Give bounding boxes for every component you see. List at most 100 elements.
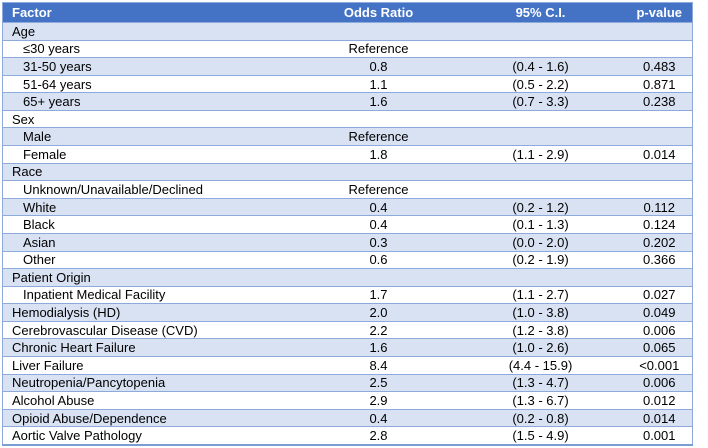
factor-cell: Patient Origin [2,268,303,287]
ci-cell: (4.4 - 15.9) [454,356,627,375]
ci-cell: (0.7 - 3.3) [454,92,627,111]
p-value-cell: 0.871 [626,75,693,94]
factor-cell: Male [2,127,303,147]
table-row: Hemodialysis (HD) 2.0 (1.0 - 3.8) 0.049 [2,303,693,322]
factor-cell: Aortic Valve Pathology [2,426,303,446]
ci-cell: (0.2 - 1.9) [454,251,627,270]
table-row: Patient Origin [2,268,693,287]
table-row: Male Reference [2,127,693,147]
table-row: Liver Failure 8.4 (4.4 - 15.9) <0.001 [2,356,693,375]
ci-cell: (0.0 - 2.0) [454,233,627,252]
table-header-row: Factor Odds Ratio 95% C.I. p-value [2,2,693,23]
factor-cell: Hemodialysis (HD) [2,303,303,322]
ci-cell [454,163,627,182]
ci-cell: (0.1 - 1.3) [454,215,627,234]
odds-ratio-cell: Reference [302,127,455,147]
p-value-cell: 0.012 [626,391,693,410]
table-row: Chronic Heart Failure 1.6 (1.0 - 2.6) 0.… [2,338,693,357]
table-row: Race [2,163,693,182]
odds-ratio-cell: 2.2 [302,321,455,340]
p-value-cell: 0.006 [626,374,693,393]
ci-cell [454,22,627,41]
odds-ratio-cell: 0.4 [302,215,455,234]
column-header-odds-ratio: Odds Ratio [302,2,455,23]
factor-cell: Neutropenia/Pancytopenia [2,374,303,393]
column-header-p-value: p-value [626,2,693,23]
p-value-cell: 0.006 [626,321,693,340]
table-row: Black 0.4 (0.1 - 1.3) 0.124 [2,215,693,234]
p-value-cell: 0.483 [626,57,693,76]
odds-ratio-cell: 2.9 [302,391,455,410]
factor-cell: Black [2,215,303,234]
table-row: Other 0.6 (0.2 - 1.9) 0.366 [2,251,693,270]
ci-cell: (1.2 - 3.8) [454,321,627,340]
table-row: Sex [2,110,693,129]
p-value-cell: 0.366 [626,251,693,270]
odds-ratio-cell: 1.6 [302,92,455,111]
table-row: Female 1.8 (1.1 - 2.9) 0.014 [2,145,693,164]
p-value-cell [626,110,693,129]
factor-cell: 65+ years [2,92,303,111]
odds-ratio-cell: 2.5 [302,374,455,393]
odds-ratio-cell [302,163,455,182]
factor-cell: Cerebrovascular Disease (CVD) [2,321,303,340]
odds-ratio-cell: 2.0 [302,303,455,322]
ci-cell: (0.2 - 1.2) [454,198,627,217]
ci-cell: (0.5 - 2.2) [454,75,627,94]
odds-ratio-cell: 2.8 [302,426,455,446]
odds-ratio-cell: Reference [302,180,455,199]
odds-ratio-cell: 1.7 [302,286,455,305]
p-value-cell [626,163,693,182]
p-value-cell [626,180,693,199]
factor-cell: Opioid Abuse/Dependence [2,409,303,428]
odds-ratio-table: Factor Odds Ratio 95% C.I. p-value Age ≤… [2,2,693,446]
table-row: Inpatient Medical Facility 1.7 (1.1 - 2.… [2,286,693,305]
ci-cell: (1.3 - 4.7) [454,374,627,393]
p-value-cell [626,40,693,59]
factor-cell: Sex [2,110,303,129]
p-value-cell [626,268,693,287]
factor-cell: Age [2,22,303,41]
column-header-factor: Factor [2,2,303,23]
ci-cell [454,40,627,59]
table-row: Asian 0.3 (0.0 - 2.0) 0.202 [2,233,693,252]
p-value-cell: 0.202 [626,233,693,252]
ci-cell [454,110,627,129]
factor-cell: Unknown/Unavailable/Declined [2,180,303,199]
odds-ratio-cell: 1.8 [302,145,455,164]
p-value-cell: 0.124 [626,215,693,234]
table-row: Aortic Valve Pathology 2.8 (1.5 - 4.9) 0… [2,426,693,446]
column-header-ci: 95% C.I. [454,2,627,23]
p-value-cell: 0.112 [626,198,693,217]
table-row: ≤30 years Reference [2,40,693,59]
ci-cell: (1.1 - 2.7) [454,286,627,305]
p-value-cell [626,127,693,147]
ci-cell [454,180,627,199]
table-row: Alcohol Abuse 2.9 (1.3 - 6.7) 0.012 [2,391,693,410]
odds-ratio-cell: Reference [302,40,455,59]
p-value-cell: 0.049 [626,303,693,322]
p-value-cell: <0.001 [626,356,693,375]
ci-cell: (0.4 - 1.6) [454,57,627,76]
factor-cell: 51-64 years [2,75,303,94]
factor-cell: Liver Failure [2,356,303,375]
factor-cell: Inpatient Medical Facility [2,286,303,305]
ci-cell [454,127,627,147]
odds-ratio-cell [302,268,455,287]
table-row: 65+ years 1.6 (0.7 - 3.3) 0.238 [2,92,693,111]
table-row: Neutropenia/Pancytopenia 2.5 (1.3 - 4.7)… [2,374,693,393]
p-value-cell [626,22,693,41]
p-value-cell: 0.001 [626,426,693,446]
table-row: Unknown/Unavailable/Declined Reference [2,180,693,199]
table-row: Opioid Abuse/Dependence 0.4 (0.2 - 0.8) … [2,409,693,428]
table-row: Age [2,22,693,41]
odds-ratio-cell: 0.4 [302,198,455,217]
ci-cell: (0.2 - 0.8) [454,409,627,428]
factor-cell: Asian [2,233,303,252]
table-row: 51-64 years 1.1 (0.5 - 2.2) 0.871 [2,75,693,94]
ci-cell: (1.0 - 2.6) [454,338,627,357]
ci-cell: (1.3 - 6.7) [454,391,627,410]
odds-ratio-cell: 0.4 [302,409,455,428]
factor-cell: Other [2,251,303,270]
